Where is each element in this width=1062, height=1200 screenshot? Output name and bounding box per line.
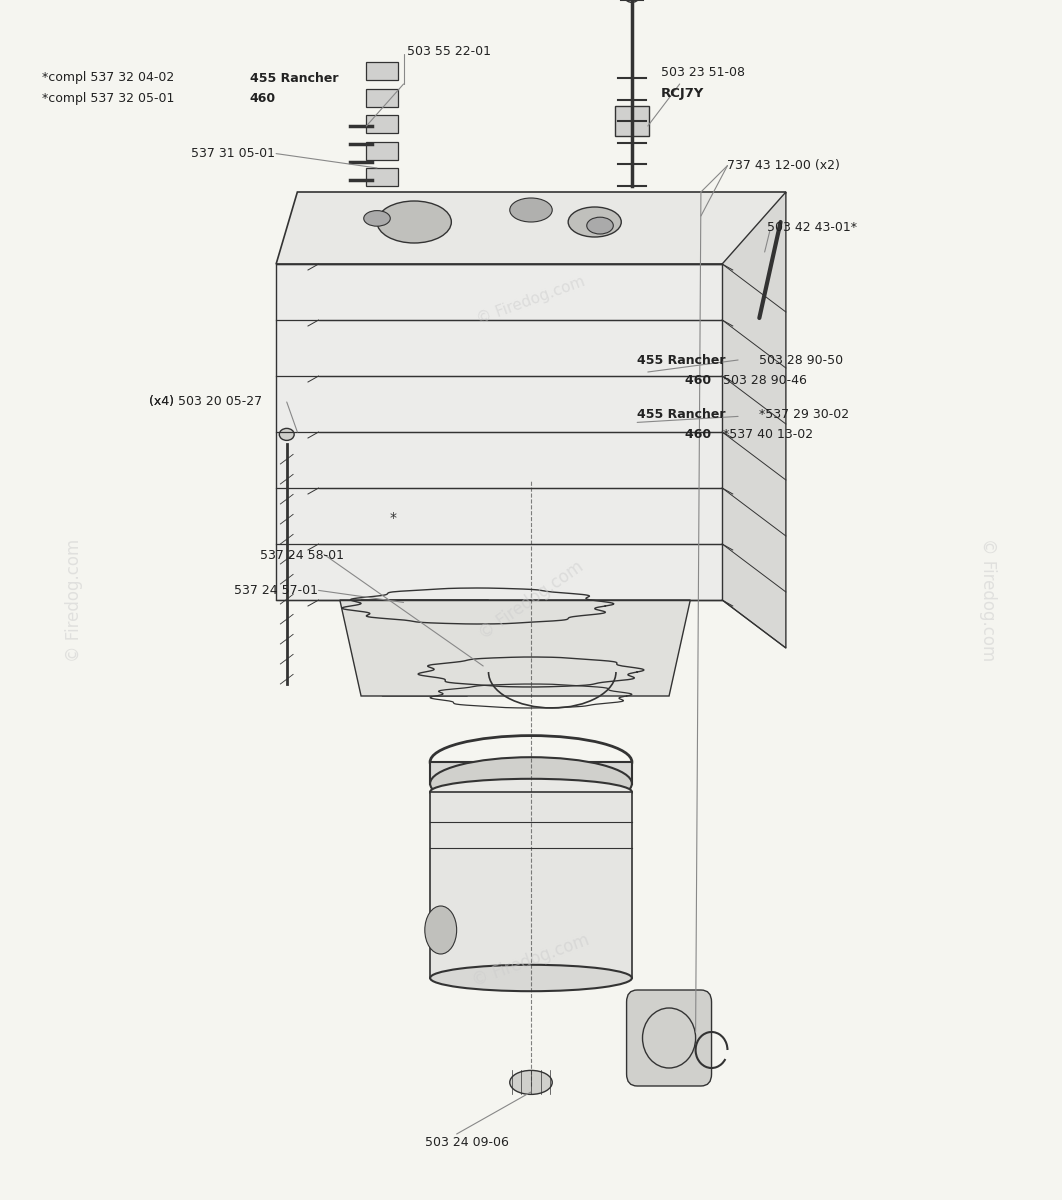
FancyBboxPatch shape (366, 142, 398, 160)
Text: 455 Rancher: 455 Rancher (250, 72, 338, 84)
Text: RCJ7Y: RCJ7Y (661, 88, 704, 100)
Text: 503 28 90-46: 503 28 90-46 (723, 374, 807, 386)
FancyBboxPatch shape (366, 62, 398, 80)
Text: *: * (390, 511, 396, 526)
Text: © Firedog.com: © Firedog.com (470, 930, 592, 990)
Polygon shape (276, 264, 722, 600)
Polygon shape (276, 192, 786, 264)
Polygon shape (722, 192, 786, 648)
Text: 503 23 51-08: 503 23 51-08 (661, 66, 744, 78)
Text: 503 28 90-50: 503 28 90-50 (759, 354, 843, 366)
Text: 503 42 43-01*: 503 42 43-01* (767, 222, 857, 234)
Polygon shape (361, 600, 489, 696)
Text: (x4) 503 20 05-27: (x4) 503 20 05-27 (149, 396, 262, 408)
Ellipse shape (425, 906, 457, 954)
Polygon shape (430, 762, 632, 784)
Ellipse shape (430, 757, 632, 810)
FancyBboxPatch shape (627, 990, 712, 1086)
Text: *compl 537 32 05-01: *compl 537 32 05-01 (42, 92, 178, 104)
Text: *537 40 13-02: *537 40 13-02 (723, 428, 813, 440)
Text: © Firedog.com: © Firedog.com (476, 557, 586, 643)
Text: © Firedog.com: © Firedog.com (66, 539, 83, 661)
Ellipse shape (510, 198, 552, 222)
Ellipse shape (363, 211, 390, 226)
Ellipse shape (568, 206, 621, 236)
Text: *537 29 30-02: *537 29 30-02 (759, 408, 850, 420)
Text: 537 24 58-01: 537 24 58-01 (260, 550, 344, 562)
FancyBboxPatch shape (366, 115, 398, 133)
Text: 460: 460 (250, 92, 276, 104)
Ellipse shape (620, 0, 644, 2)
Text: 537 31 05-01: 537 31 05-01 (191, 148, 275, 160)
Text: 737 43 12-00 (x2): 737 43 12-00 (x2) (727, 160, 840, 172)
Text: (x4): (x4) (149, 396, 177, 408)
Ellipse shape (510, 1070, 552, 1094)
Ellipse shape (377, 200, 451, 242)
Text: 503 55 22-01: 503 55 22-01 (407, 46, 491, 58)
Text: 537 24 57-01: 537 24 57-01 (234, 584, 318, 596)
Ellipse shape (430, 779, 632, 805)
Polygon shape (340, 600, 690, 696)
Polygon shape (430, 792, 632, 978)
Text: 455 Rancher: 455 Rancher (637, 408, 730, 420)
Text: © Firedog.com: © Firedog.com (475, 274, 587, 326)
Text: © Firedog.com: © Firedog.com (979, 539, 996, 661)
Ellipse shape (586, 217, 613, 234)
FancyBboxPatch shape (366, 168, 398, 186)
Text: 460: 460 (685, 374, 716, 386)
Ellipse shape (279, 428, 294, 440)
Text: 455 Rancher: 455 Rancher (637, 354, 730, 366)
Text: *compl 537 32 04-02: *compl 537 32 04-02 (42, 72, 178, 84)
FancyBboxPatch shape (366, 89, 398, 107)
Text: 460: 460 (685, 428, 716, 440)
Text: 503 24 09-06: 503 24 09-06 (425, 1136, 509, 1148)
Ellipse shape (430, 965, 632, 991)
FancyBboxPatch shape (615, 106, 649, 136)
